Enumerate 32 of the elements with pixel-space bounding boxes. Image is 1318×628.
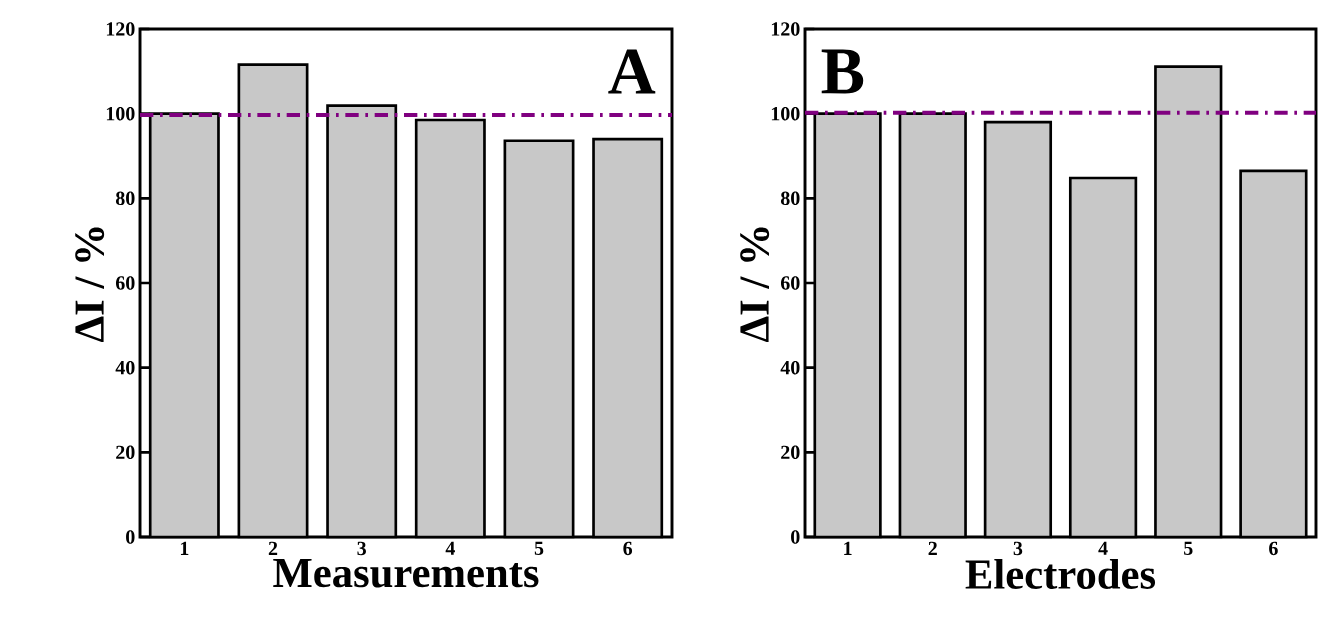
x-axis-title: Measurements (273, 558, 539, 588)
y-tick-label: 80 (115, 191, 135, 206)
y-tick-label: 20 (781, 445, 800, 460)
x-tick-label: 1 (180, 541, 189, 555)
y-tick-label: 80 (780, 191, 800, 206)
y-tick-label: 60 (780, 276, 800, 290)
x-tick-label: 3 (357, 541, 366, 556)
y-tick-label: 40 (780, 360, 800, 375)
annotation: B (821, 49, 864, 94)
y-tick-label: 0 (126, 530, 135, 544)
y-tick-label: 100 (771, 106, 800, 121)
x-tick-label: 3 (1013, 541, 1023, 556)
y-tick-label: 40 (115, 360, 135, 375)
x-tick-label: 4 (445, 541, 455, 555)
x-tick-label: 2 (928, 541, 937, 555)
y-tick-label: 100 (106, 106, 135, 121)
y-axis-title: ΔI / % (740, 227, 770, 343)
x-axis-title: Electrodes (965, 558, 1156, 589)
y-axis-title: ΔI / % (75, 227, 105, 343)
x-tick-label: 6 (1269, 541, 1278, 556)
y-tick-label: 20 (116, 445, 135, 460)
y-tick-label: 120 (106, 22, 135, 36)
x-tick-label: 5 (534, 541, 544, 555)
y-tick-label: 120 (771, 22, 800, 36)
y-tick-label: 0 (791, 530, 800, 544)
annotation: A (608, 49, 656, 94)
y-tick-label: 60 (115, 276, 135, 290)
x-tick-label: 1 (844, 541, 852, 555)
x-tick-label: 4 (1098, 541, 1108, 555)
x-tick-label: 6 (623, 541, 633, 556)
x-tick-label: 2 (268, 541, 278, 555)
x-tick-label: 5 (1184, 541, 1193, 555)
